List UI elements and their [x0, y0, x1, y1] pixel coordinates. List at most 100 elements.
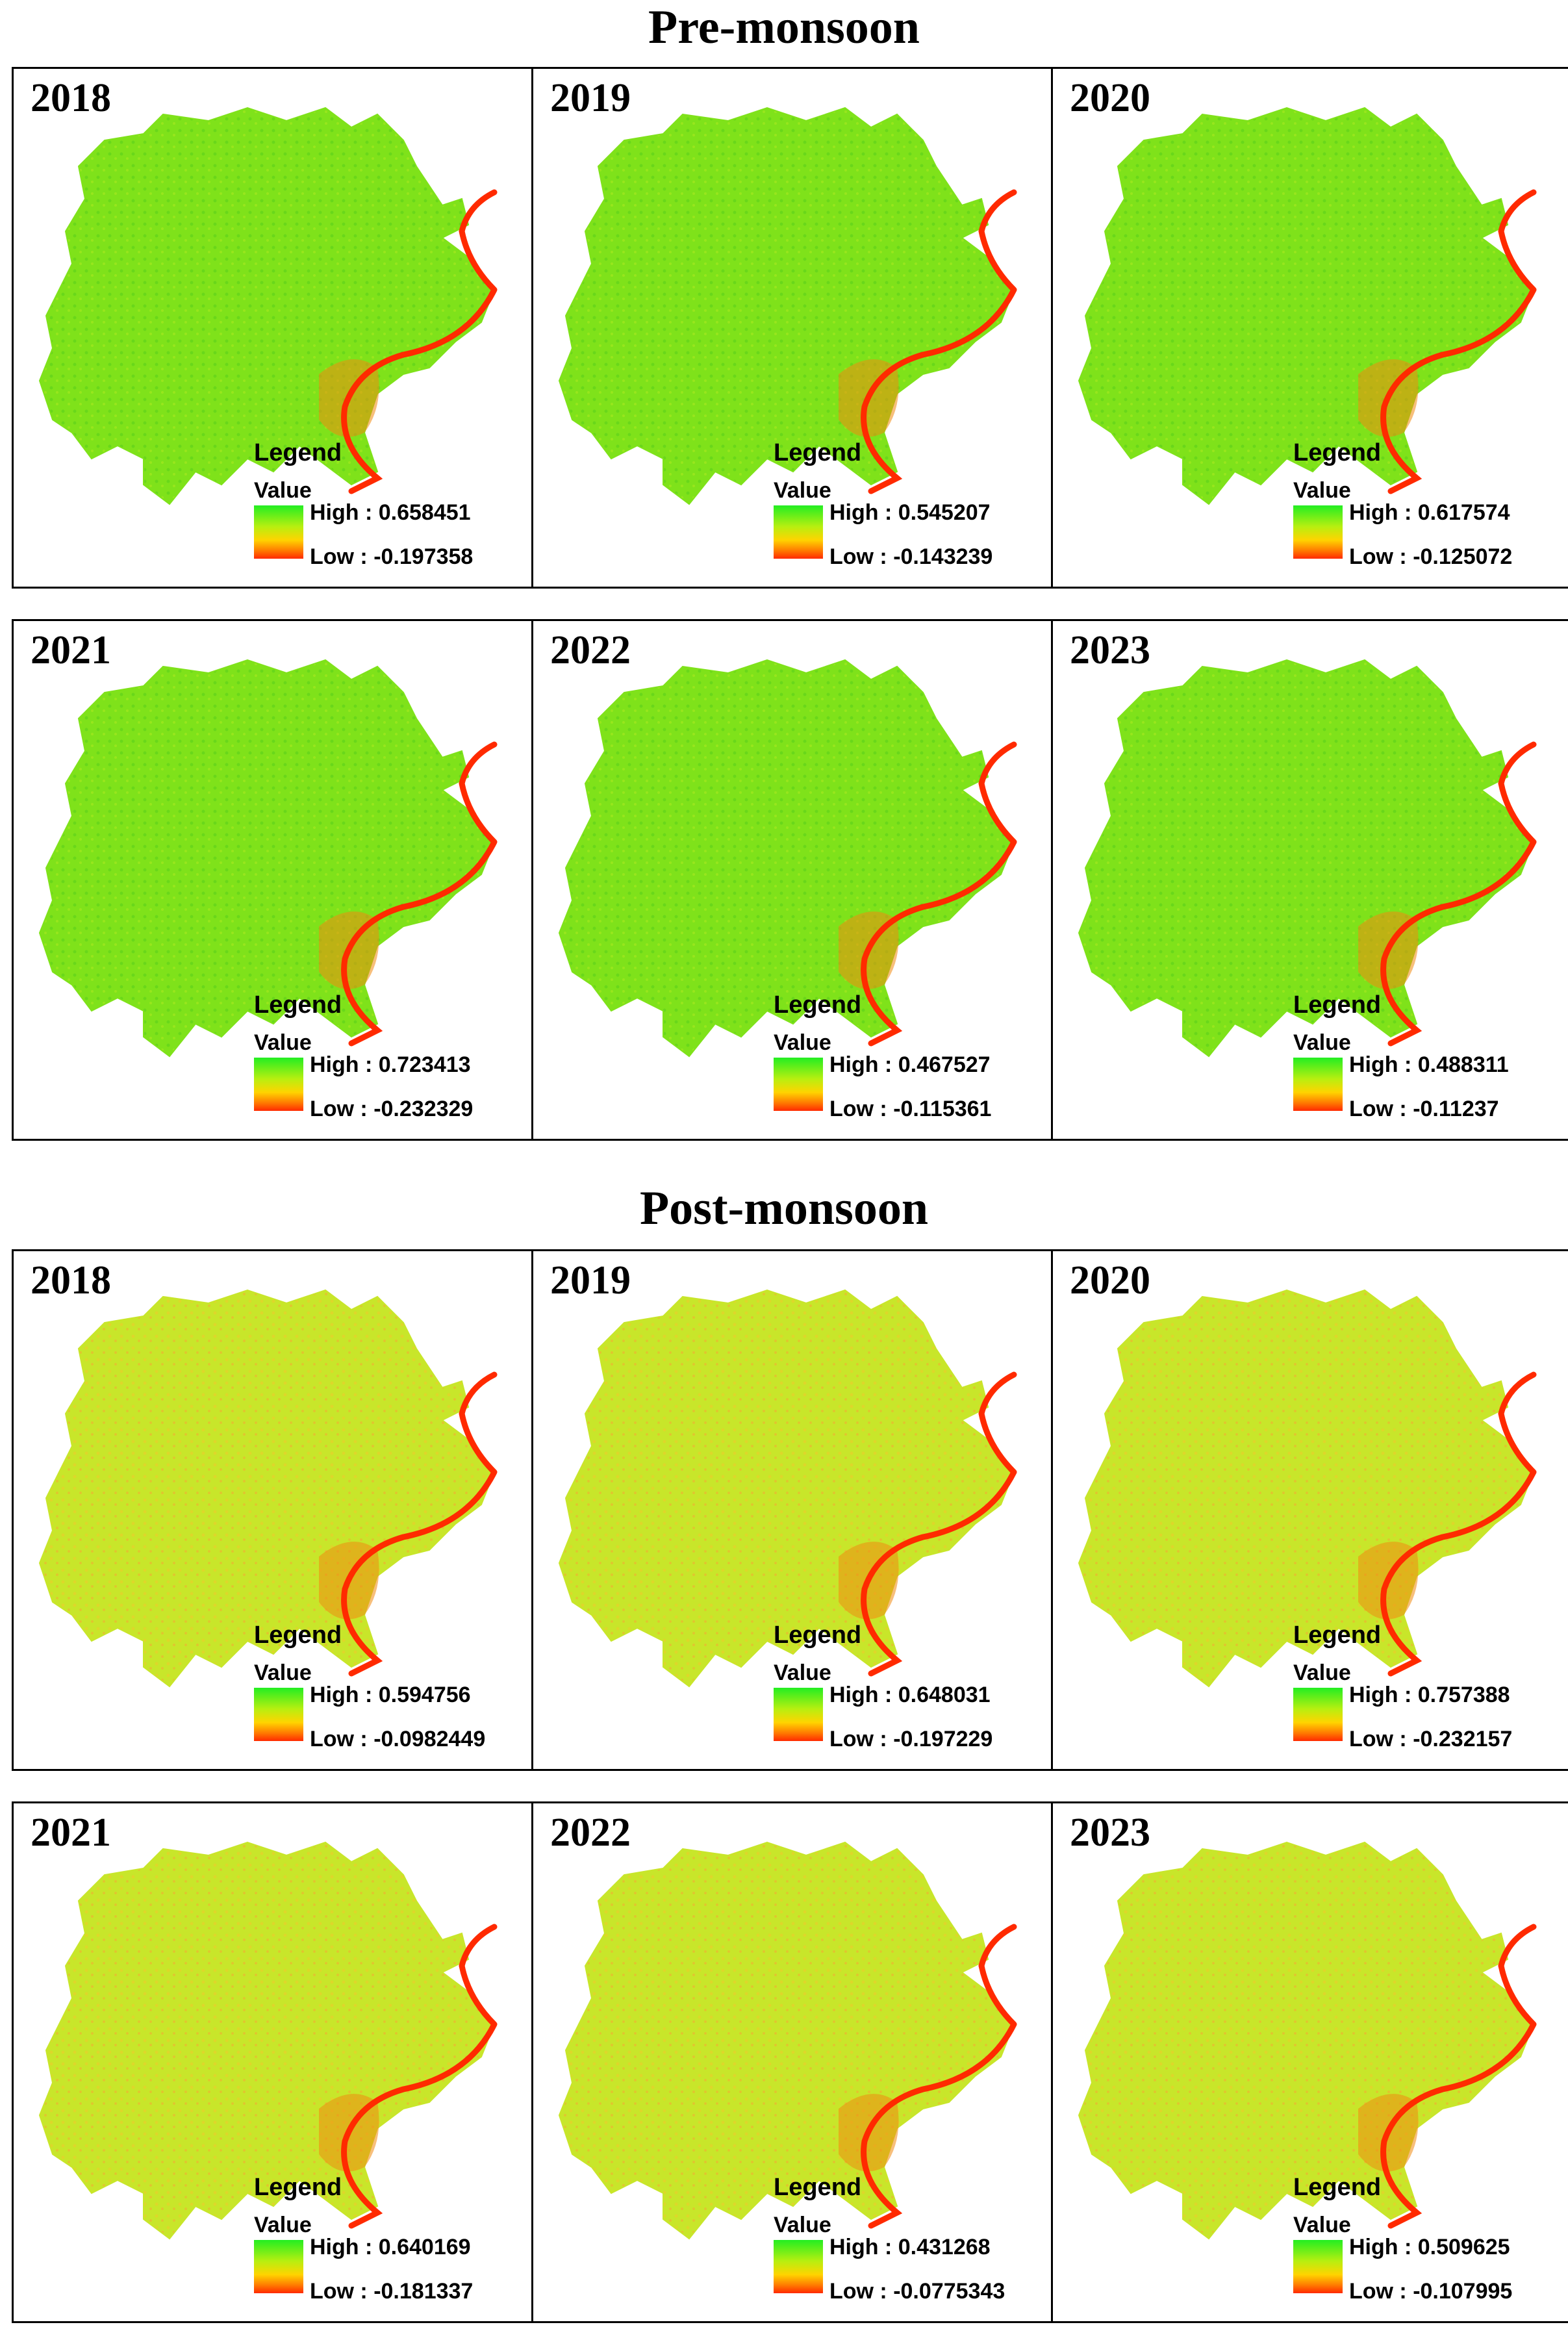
legend-color-ramp [774, 1688, 823, 1741]
legend-title: Legend [1293, 1621, 1382, 1649]
map-panel-post-2020: 2020 Legend Value High : 0.757388 Low : -0.2… [1051, 1249, 1568, 1771]
legend-color-ramp [774, 1058, 823, 1111]
legend-color-ramp [1293, 505, 1343, 559]
map-legend: Legend Value High : 0.640169 Low : -0.18133… [254, 2174, 527, 2317]
river-boundary [1380, 189, 1537, 494]
legend-high-value: High : 0.757388 [1349, 1683, 1510, 1707]
legend-value-label: Value [1293, 2213, 1351, 2237]
legend-high-value: High : 0.658451 [310, 500, 471, 525]
legend-value-label: Value [254, 1030, 312, 1055]
map-panel-post-2018: 2018 Legend Value High : 0.594756 Low : -0.0… [12, 1249, 537, 1771]
legend-color-ramp [254, 1688, 303, 1741]
legend-value-label: Value [774, 478, 831, 503]
legend-title: Legend [254, 439, 342, 466]
legend-title: Legend [1293, 2174, 1382, 2201]
legend-high-value: High : 0.467527 [829, 1052, 991, 1077]
map-panel-post-2019: 2019 Legend Value High : 0.648031 Low : -0.1… [531, 1249, 1056, 1771]
map-panel-pre-2023: 2023 Legend Value High : 0.488311 Low : -0.1… [1051, 619, 1568, 1141]
legend-title: Legend [254, 1621, 342, 1649]
ndvi-map [38, 659, 498, 1058]
legend-high-value: High : 0.617574 [1349, 500, 1510, 525]
legend-value-label: Value [1293, 1030, 1351, 1055]
ndvi-map [38, 1289, 498, 1688]
map-legend: Legend Value High : 0.545207 Low : -0.14323… [774, 439, 1046, 582]
year-label: 2020 [1070, 76, 1150, 120]
legend-low-value: Low : -0.11237 [1349, 1097, 1499, 1121]
map-panel-pre-2019: 2019 Legend Value High : 0.545207 Low : -0.1… [531, 67, 1056, 589]
legend-color-ramp [254, 505, 303, 559]
map-panel-pre-2020: 2020 Legend Value High : 0.617574 Low : -0.1… [1051, 67, 1568, 589]
legend-value-label: Value [774, 1030, 831, 1055]
legend-value-label: Value [254, 478, 312, 503]
legend-low-value: Low : -0.0982449 [310, 1727, 486, 1751]
ndvi-map [1078, 659, 1537, 1058]
legend-value-label: Value [1293, 478, 1351, 503]
study-area-region [1078, 107, 1535, 505]
legend-low-value: Low : -0.232157 [1349, 1727, 1513, 1751]
study-area-region [38, 1289, 496, 1688]
legend-color-ramp [254, 2240, 303, 2293]
river-boundary [861, 741, 1017, 1047]
legend-color-ramp [1293, 2240, 1343, 2293]
legend-title: Legend [774, 2174, 862, 2201]
legend-title: Legend [774, 1621, 862, 1649]
legend-high-value: High : 0.594756 [310, 1683, 471, 1707]
map-panel-post-2022: 2022 Legend Value High : 0.431268 Low : -0.0… [531, 1801, 1056, 2323]
year-label: 2019 [550, 1258, 631, 1303]
legend-low-value: Low : -0.232329 [310, 1097, 474, 1121]
legend-color-ramp [774, 2240, 823, 2293]
study-area-region [38, 659, 496, 1058]
legend-high-value: High : 0.431268 [829, 2235, 991, 2259]
study-area-region [38, 107, 496, 505]
study-area-region [1078, 1841, 1535, 2240]
year-label: 2021 [31, 1811, 111, 1855]
river-boundary [341, 189, 498, 494]
ndvi-map [38, 107, 498, 505]
legend-high-value: High : 0.723413 [310, 1052, 471, 1077]
section-title-post-monsoon: Post-monsoon [639, 1182, 929, 1235]
map-legend: Legend Value High : 0.757388 Low : -0.23215… [1293, 1621, 1566, 1764]
study-area-region [558, 107, 1015, 505]
legend-value-label: Value [774, 2213, 831, 2237]
year-label: 2023 [1070, 628, 1150, 672]
legend-value-label: Value [254, 1660, 312, 1685]
ndvi-map [38, 1841, 498, 2240]
map-legend: Legend Value High : 0.488311 Low : -0.11237 [1293, 991, 1566, 1134]
river-boundary [1380, 1371, 1537, 1677]
ndvi-map [1078, 107, 1537, 505]
legend-high-value: High : 0.640169 [310, 2235, 471, 2259]
legend-high-value: High : 0.488311 [1349, 1052, 1509, 1077]
ndvi-map [1078, 1289, 1537, 1688]
legend-low-value: Low : -0.143239 [829, 544, 993, 569]
map-legend: Legend Value High : 0.431268 Low : -0.07753… [774, 2174, 1046, 2317]
legend-low-value: Low : -0.125072 [1349, 544, 1513, 569]
legend-low-value: Low : -0.0775343 [829, 2279, 1005, 2304]
legend-color-ramp [254, 1058, 303, 1111]
river-boundary [341, 1924, 498, 2229]
year-label: 2019 [550, 76, 631, 120]
legend-title: Legend [1293, 439, 1382, 466]
map-legend: Legend Value High : 0.658451 Low : -0.19735… [254, 439, 527, 582]
legend-color-ramp [1293, 1058, 1343, 1111]
river-boundary [341, 741, 498, 1047]
year-label: 2018 [31, 76, 111, 120]
study-area-region [558, 1289, 1015, 1688]
study-area-region [38, 1841, 496, 2240]
map-panel-pre-2022: 2022 Legend Value High : 0.467527 Low : -0.1… [531, 619, 1056, 1141]
map-panel-pre-2021: 2021 Legend Value High : 0.723413 Low : -0.2… [12, 619, 537, 1141]
study-area-region [1078, 659, 1535, 1058]
legend-value-label: Value [254, 2213, 312, 2237]
map-legend: Legend Value High : 0.467527 Low : -0.11536… [774, 991, 1046, 1134]
river-boundary [861, 1371, 1017, 1677]
map-legend: Legend Value High : 0.594756 Low : -0.09824… [254, 1621, 527, 1764]
river-boundary [861, 1924, 1017, 2229]
ndvi-map [558, 659, 1017, 1058]
year-label: 2022 [550, 1811, 631, 1855]
map-panel-pre-2018: 2018 Legend Value High : 0.658451 Low : -0.1… [12, 67, 537, 589]
legend-title: Legend [774, 439, 862, 466]
ndvi-map [558, 107, 1017, 505]
study-area-region [1078, 1289, 1535, 1688]
legend-title: Legend [254, 991, 342, 1019]
ndvi-map [1078, 1841, 1537, 2240]
legend-low-value: Low : -0.197229 [829, 1727, 993, 1751]
